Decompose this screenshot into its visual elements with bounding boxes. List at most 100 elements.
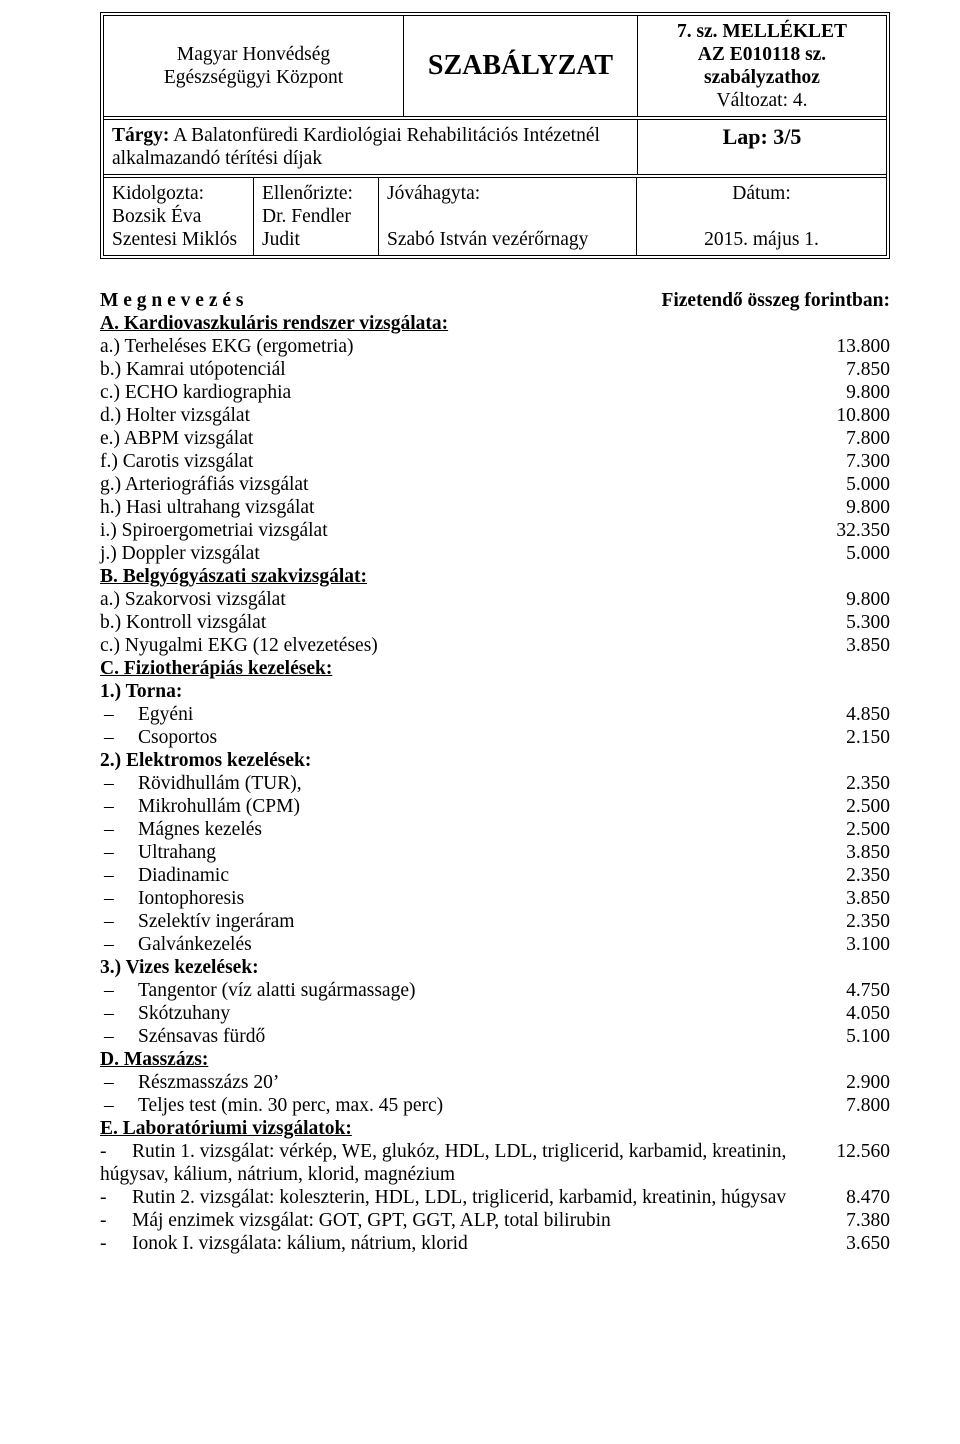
item-label: c.) ECHO kardiographia bbox=[100, 381, 800, 404]
item-label: – Csoportos bbox=[100, 726, 800, 749]
item-label: a.) Terheléses EKG (ergometria) bbox=[100, 335, 800, 358]
price-row: - Máj enzimek vizsgálat: GOT, GPT, GGT, … bbox=[100, 1209, 890, 1232]
item-amount: 2.500 bbox=[800, 818, 890, 841]
section-c3-items: – Tangentor (víz alatti sugármassage) 4.… bbox=[100, 979, 890, 1048]
item-amount: 7.300 bbox=[800, 450, 890, 473]
price-row: f.) Carotis vizsgálat 7.300 bbox=[100, 450, 890, 473]
price-row: - Ionok I. vizsgálata: kálium, nátrium, … bbox=[100, 1232, 890, 1255]
price-row: – Galvánkezelés 3.100 bbox=[100, 933, 890, 956]
org-line-2: Egészségügyi Központ bbox=[164, 66, 343, 89]
item-label-cont: húgysav, kálium, nátrium, klorid, magnéz… bbox=[100, 1163, 800, 1186]
attachment-cell: 7. sz. MELLÉKLET AZ E010118 sz. szabályz… bbox=[638, 16, 886, 116]
price-row: – Diadinamic 2.350 bbox=[100, 864, 890, 887]
dash-icon: – bbox=[100, 1094, 138, 1117]
page-number: Lap: 3/5 bbox=[723, 124, 802, 150]
item-amount: 3.850 bbox=[800, 634, 890, 657]
item-amount: 9.800 bbox=[800, 381, 890, 404]
dash-icon: – bbox=[100, 703, 138, 726]
item-amount: 3.100 bbox=[800, 933, 890, 956]
price-row: j.) Doppler vizsgálat 5.000 bbox=[100, 542, 890, 565]
title-cell: SZABÁLYZAT bbox=[404, 16, 638, 116]
author-cell: Kidolgozta: Bozsik Éva Szentesi Miklós bbox=[104, 178, 254, 255]
reviewer-cell: Ellenőrizte: Dr. Fendler Judit bbox=[254, 178, 379, 255]
hyphen-icon: - bbox=[100, 1209, 132, 1232]
price-row: – Mikrohullám (CPM) 2.500 bbox=[100, 795, 890, 818]
item-amount: 5.300 bbox=[800, 611, 890, 634]
price-row: c.) ECHO kardiographia 9.800 bbox=[100, 381, 890, 404]
section-b-heading: B. Belgyógyászati szakvizsgálat: bbox=[100, 565, 890, 588]
price-row: – Tangentor (víz alatti sugármassage) 4.… bbox=[100, 979, 890, 1002]
price-row: – Szelektív ingeráram 2.350 bbox=[100, 910, 890, 933]
date-cell: Dátum: 2015. május 1. bbox=[637, 178, 886, 255]
author-name-2: Szentesi Miklós bbox=[112, 228, 245, 251]
price-row: e.) ABPM vizsgálat 7.800 bbox=[100, 427, 890, 450]
item-label: – Teljes test (min. 30 perc, max. 45 per… bbox=[100, 1094, 800, 1117]
item-label: – Részmasszázs 20’ bbox=[100, 1071, 800, 1094]
item-label: g.) Arteriográfiás vizsgálat bbox=[100, 473, 800, 496]
item-amount: 8.470 bbox=[800, 1186, 890, 1209]
dash-icon: – bbox=[100, 841, 138, 864]
price-row: – Teljes test (min. 30 perc, max. 45 per… bbox=[100, 1094, 890, 1117]
dash-icon: – bbox=[100, 795, 138, 818]
item-label: – Mikrohullám (CPM) bbox=[100, 795, 800, 818]
item-label: e.) ABPM vizsgálat bbox=[100, 427, 800, 450]
item-amount: 9.800 bbox=[800, 588, 890, 611]
item-label: a.) Szakorvosi vizsgálat bbox=[100, 588, 800, 611]
dash-icon: – bbox=[100, 1002, 138, 1025]
item-amount: 5.000 bbox=[800, 473, 890, 496]
org-line-1: Magyar Honvédség bbox=[177, 43, 330, 66]
section-c-heading: C. Fiziotherápiás kezelések: bbox=[100, 657, 890, 680]
item-amount: 2.350 bbox=[800, 772, 890, 795]
item-label: - Rutin 2. vizsgálat: koleszterin, HDL, … bbox=[100, 1186, 800, 1209]
dash-icon: – bbox=[100, 772, 138, 795]
price-row: – Rövidhullám (TUR), 2.350 bbox=[100, 772, 890, 795]
section-c1-items: – Egyéni 4.850 – Csoportos 2.150 bbox=[100, 703, 890, 749]
subject-line-1: Tárgy: A Balatonfüredi Kardiológiai Reha… bbox=[112, 124, 629, 147]
price-row: – Egyéni 4.850 bbox=[100, 703, 890, 726]
item-amount: 13.800 bbox=[800, 335, 890, 358]
item-amount: 32.350 bbox=[800, 519, 890, 542]
item-amount: 7.800 bbox=[800, 427, 890, 450]
hyphen-icon: - bbox=[100, 1186, 132, 1209]
item-amount: 5.100 bbox=[800, 1025, 890, 1048]
item-label: j.) Doppler vizsgálat bbox=[100, 542, 800, 565]
attach-line-1: 7. sz. MELLÉKLET bbox=[677, 20, 847, 43]
price-row: g.) Arteriográfiás vizsgálat 5.000 bbox=[100, 473, 890, 496]
price-row: – Csoportos 2.150 bbox=[100, 726, 890, 749]
dash-icon: – bbox=[100, 979, 138, 1002]
price-row: – Részmasszázs 20’ 2.900 bbox=[100, 1071, 890, 1094]
price-row: i.) Spiroergometriai vizsgálat 32.350 bbox=[100, 519, 890, 542]
item-label: - Máj enzimek vizsgálat: GOT, GPT, GGT, … bbox=[100, 1209, 800, 1232]
item-label: – Iontophoresis bbox=[100, 887, 800, 910]
section-c2-items: – Rövidhullám (TUR), 2.350 – Mikrohullám… bbox=[100, 772, 890, 956]
item-label: b.) Kamrai utópotenciál bbox=[100, 358, 800, 381]
heading-amount: Fizetendő összeg forintban: bbox=[661, 289, 890, 312]
item-amount: 5.000 bbox=[800, 542, 890, 565]
item-label: – Rövidhullám (TUR), bbox=[100, 772, 800, 795]
item-amount: 7.850 bbox=[800, 358, 890, 381]
section-c2-heading: 2.) Elektromos kezelések: bbox=[100, 749, 890, 772]
hyphen-icon: - bbox=[100, 1140, 132, 1163]
dash-icon: – bbox=[100, 1071, 138, 1094]
dash-icon: – bbox=[100, 910, 138, 933]
dash-icon: – bbox=[100, 864, 138, 887]
price-row: - Rutin 2. vizsgálat: koleszterin, HDL, … bbox=[100, 1186, 890, 1209]
price-row: - Rutin 1. vizsgálat: vérkép, WE, glukóz… bbox=[100, 1140, 890, 1163]
item-amount: 12.560 bbox=[800, 1140, 890, 1163]
price-row: – Iontophoresis 3.850 bbox=[100, 887, 890, 910]
item-amount: 2.500 bbox=[800, 795, 890, 818]
date-value: 2015. május 1. bbox=[645, 228, 878, 251]
item-amount: 4.050 bbox=[800, 1002, 890, 1025]
item-amount: 4.750 bbox=[800, 979, 890, 1002]
item-amount: 4.850 bbox=[800, 703, 890, 726]
item-label: – Egyéni bbox=[100, 703, 800, 726]
section-e-items: - Rutin 1. vizsgálat: vérkép, WE, glukóz… bbox=[100, 1140, 890, 1255]
header-row-2: Tárgy: A Balatonfüredi Kardiológiai Reha… bbox=[104, 120, 886, 178]
page-cell: Lap: 3/5 bbox=[638, 120, 886, 174]
item-label: – Ultrahang bbox=[100, 841, 800, 864]
subject-text-2: alkalmazandó térítési díjak bbox=[112, 147, 629, 170]
dash-icon: – bbox=[100, 726, 138, 749]
attach-line-3: szabályzathoz bbox=[704, 66, 820, 89]
item-amount: 7.800 bbox=[800, 1094, 890, 1117]
section-c3-heading: 3.) Vizes kezelések: bbox=[100, 956, 890, 979]
